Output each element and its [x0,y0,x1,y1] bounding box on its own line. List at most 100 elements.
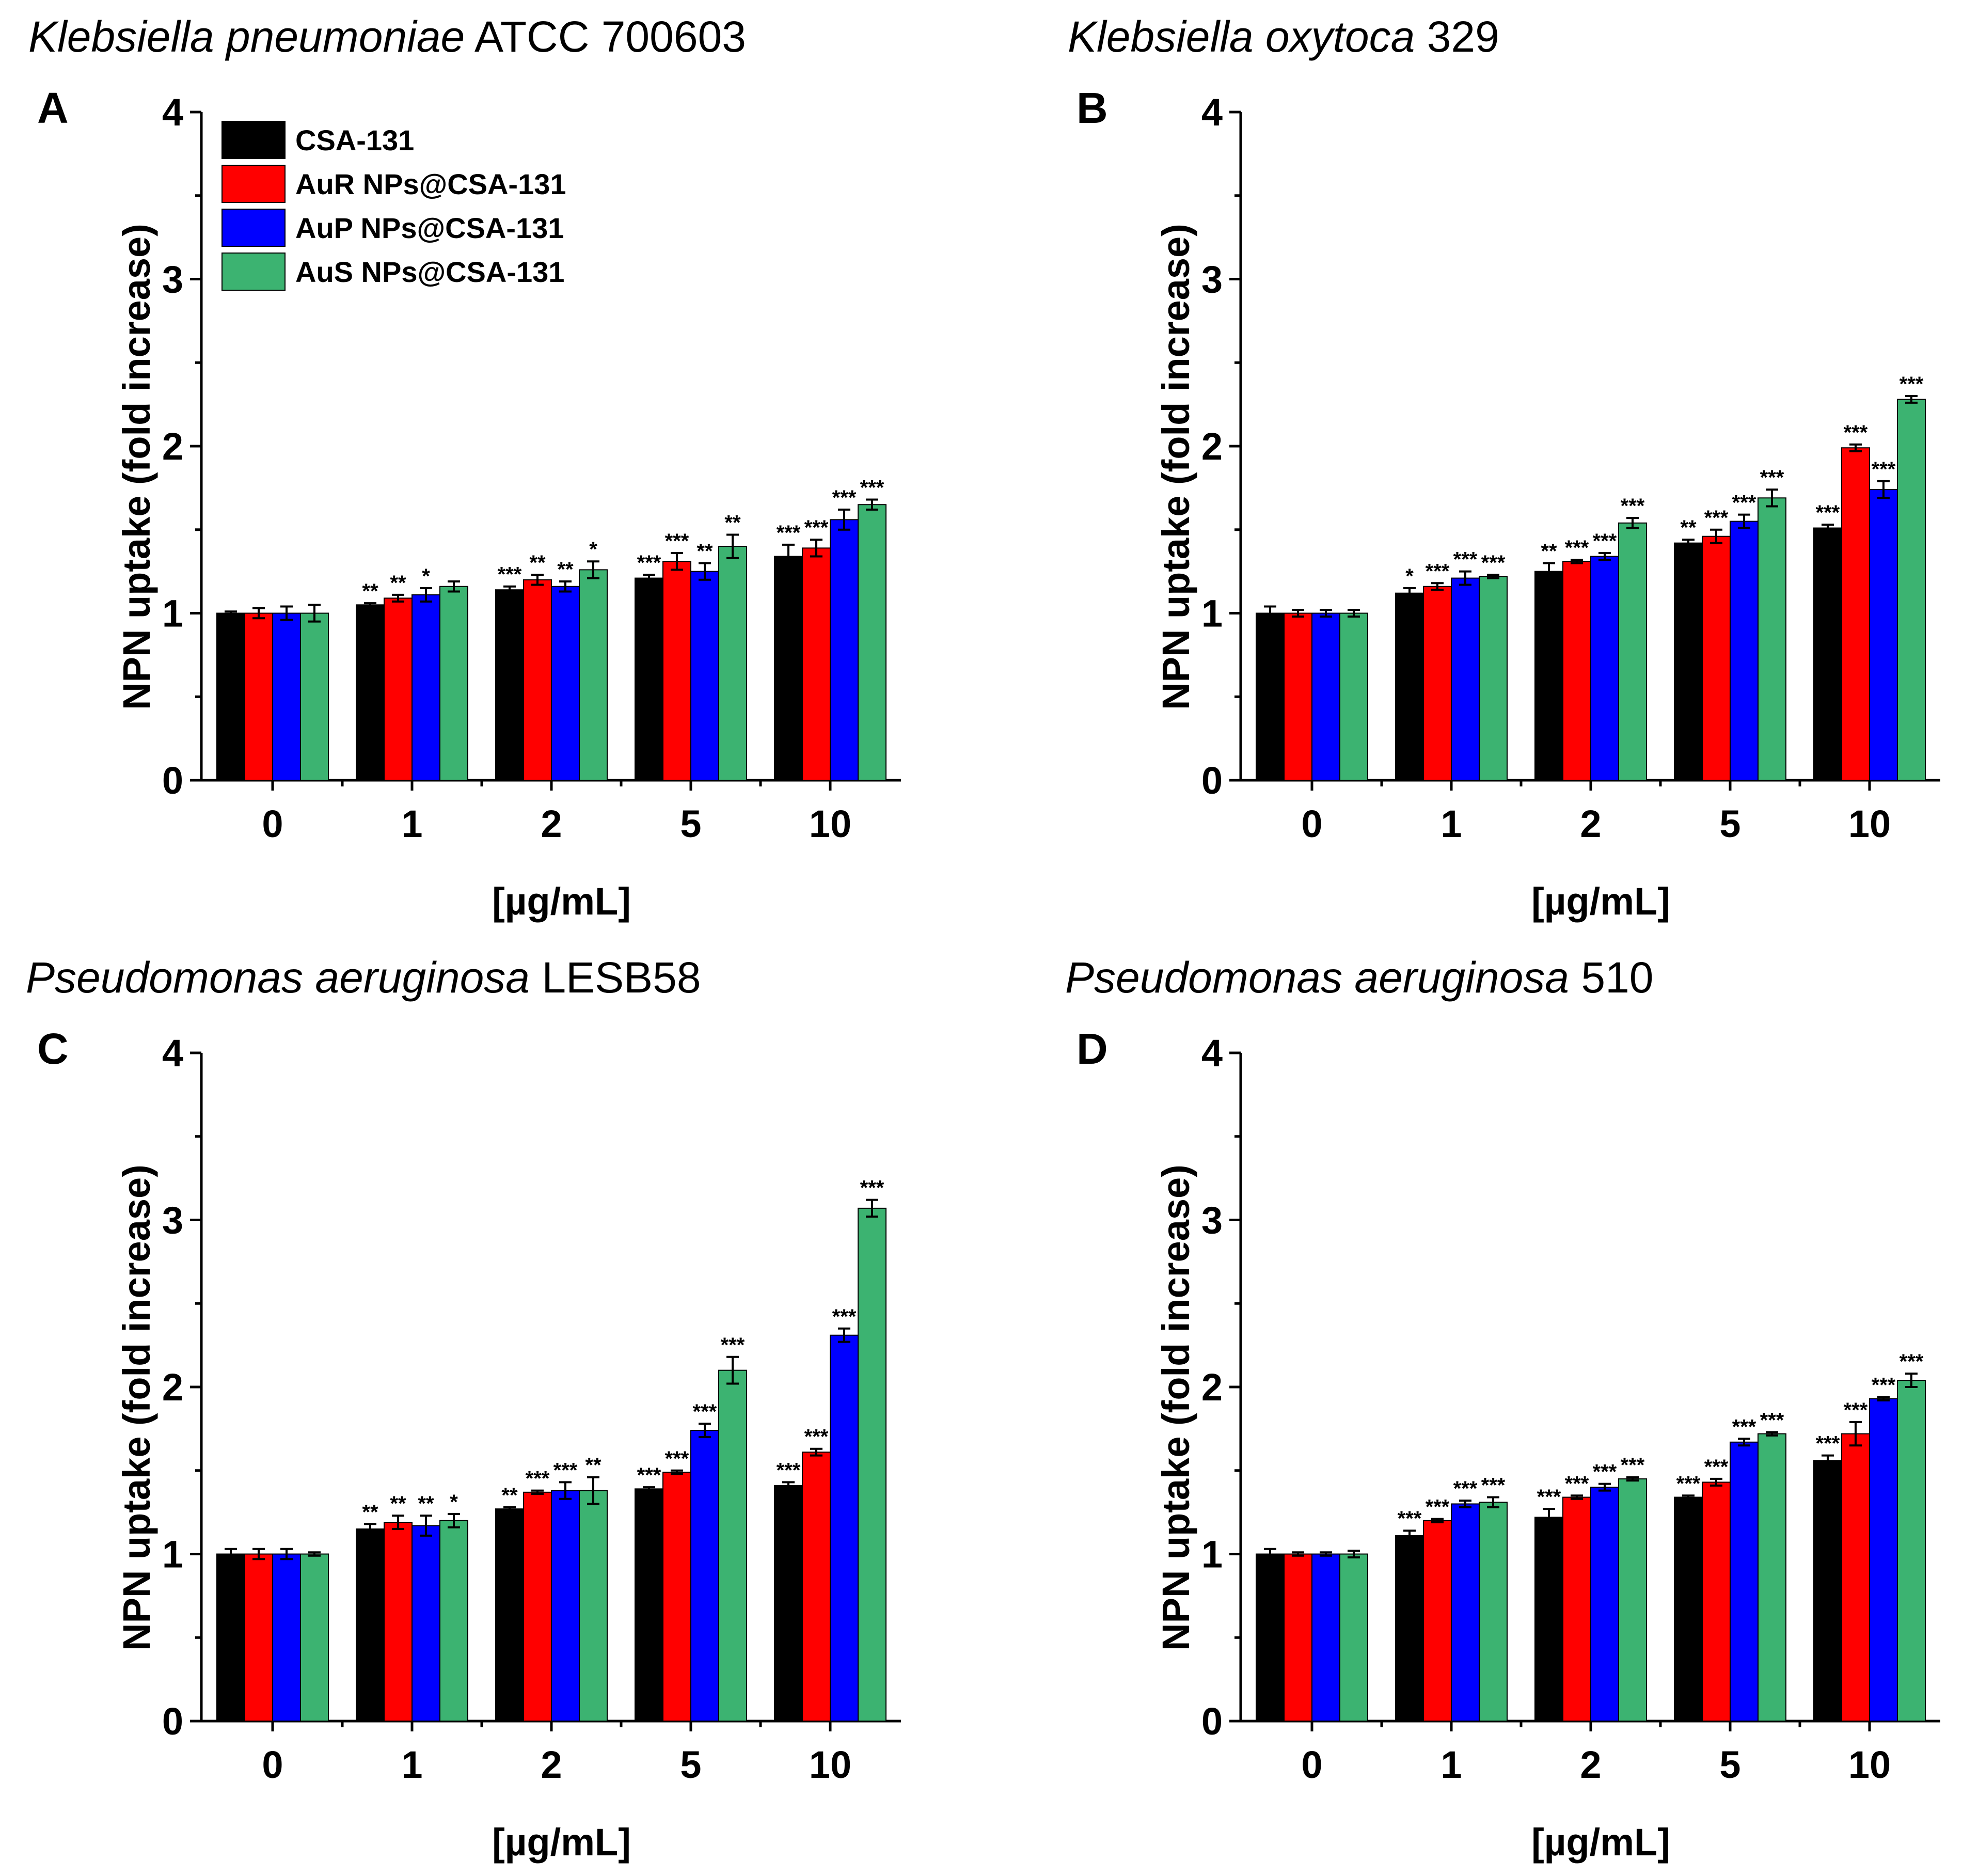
y-tick-label: 4 [162,1032,183,1075]
panel-title-species: Klebsiella oxytoca [1068,12,1415,61]
bar [718,546,747,781]
significance-label: *** [1426,1496,1450,1519]
bar [1841,1433,1870,1722]
panel-title: Klebsiella pneumoniae ATCC 700603 [28,12,746,61]
bar [523,579,552,781]
bar [858,1207,886,1722]
panel-title-strain: ATCC 700603 [465,12,746,61]
x-tick-label: 10 [1848,802,1891,845]
x-axis-title: [µg/mL] [492,880,631,923]
significance-label: *** [804,516,829,539]
bar [356,604,385,781]
bar [1423,586,1452,781]
bar [1339,1553,1368,1722]
bar [411,1525,440,1722]
significance-label: *** [1899,373,1924,396]
bar [439,586,468,781]
bar [384,597,413,781]
significance-label: *** [693,1400,717,1423]
significance-label: *** [665,1447,689,1470]
significance-label: *** [1899,1350,1924,1373]
y-tick-label: 4 [162,91,183,134]
bar [300,1553,329,1722]
bar [1702,1481,1731,1722]
bar [1284,612,1312,781]
bar [216,612,245,781]
bar [300,612,329,781]
x-tick-label: 2 [1580,1743,1601,1786]
significance-label: *** [665,530,689,553]
bar [1813,1460,1842,1722]
y-tick-label: 1 [162,592,183,635]
x-tick-label: 0 [1301,1743,1322,1786]
y-tick-label: 0 [162,1700,183,1743]
legend-swatch [221,253,286,291]
significance-label: ** [696,540,713,562]
panel-letter: D [1077,1024,1108,1073]
significance-label: *** [1872,1374,1896,1396]
panel-title-species: Pseudomonas aeruginosa [1065,953,1569,1002]
bar [1758,1433,1786,1722]
panel-title-strain: 510 [1569,953,1654,1002]
panel-letter: C [37,1024,69,1073]
bar [718,1369,747,1722]
y-tick-label: 0 [1201,1700,1223,1743]
panel-letter: A [37,84,69,132]
bar [1311,1553,1340,1722]
significance-label: * [422,565,430,588]
x-axis-title: [µg/mL] [1531,880,1670,923]
legend-swatch [221,165,286,203]
bar [635,577,663,781]
bar [1534,571,1563,781]
significance-label: *** [1426,560,1450,582]
y-tick-label: 4 [1201,1032,1223,1075]
y-tick-label: 3 [162,258,183,301]
bar [495,589,524,781]
significance-label: *** [1565,537,1589,559]
panel-title: Klebsiella oxytoca 329 [1068,12,1499,61]
significance-label: *** [1816,1432,1840,1455]
significance-label: *** [1872,458,1896,481]
bar [690,571,719,781]
significance-label: *** [860,1177,884,1200]
bar [1256,1553,1285,1722]
significance-label: *** [777,522,801,544]
x-axis-title: [µg/mL] [1531,1821,1670,1864]
significance-label: *** [777,1459,801,1481]
panel-title: Pseudomonas aeruginosa LESB58 [26,953,701,1002]
significance-label: ** [529,551,546,574]
y-tick-label: 3 [162,1199,183,1242]
legend-swatch [221,121,286,159]
significance-label: *** [1453,548,1478,571]
bar [216,1553,245,1722]
bar [1897,399,1926,781]
bar [1423,1520,1452,1722]
significance-label: *** [1844,421,1868,444]
bar [1841,447,1870,781]
bar [1730,1441,1759,1722]
significance-label: ** [390,572,406,594]
x-tick-label: 10 [809,802,851,845]
legend-swatch [221,209,286,247]
bar [551,1490,580,1722]
bar [858,504,886,781]
bar [1590,556,1619,781]
significance-label: *** [860,477,884,499]
bar [662,561,691,781]
bar [551,586,580,781]
y-tick-label: 1 [1201,592,1223,635]
bar [1284,1553,1312,1722]
significance-label: *** [553,1459,578,1481]
significance-label: *** [1481,1474,1506,1497]
y-tick-label: 1 [162,1533,183,1576]
significance-label: *** [804,1426,829,1448]
bar [439,1520,468,1722]
significance-label: *** [1732,492,1756,514]
significance-label: *** [1704,507,1729,529]
significance-label: *** [1704,1456,1729,1478]
bar [272,612,301,781]
bar [1618,522,1647,781]
significance-label: *** [1398,1507,1422,1530]
bar [1451,1503,1480,1722]
